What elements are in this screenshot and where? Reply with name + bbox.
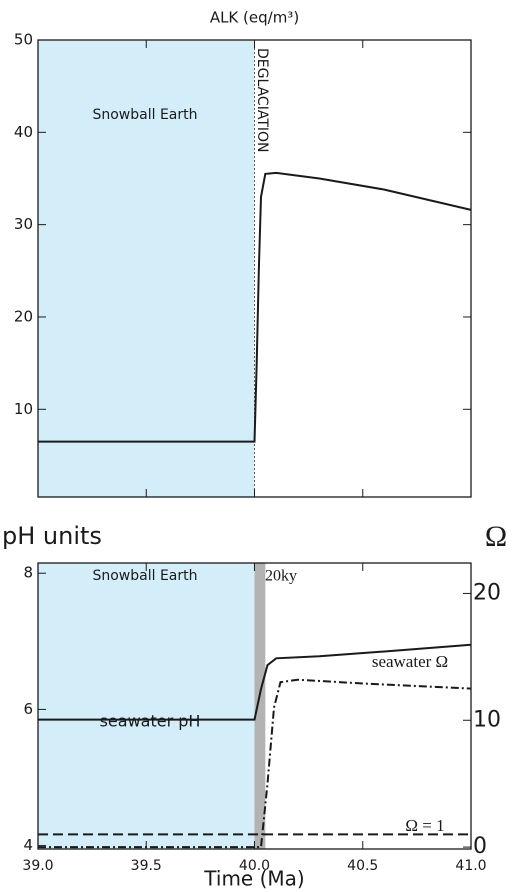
y-tick-label: 50 [14, 31, 33, 49]
y-tick-label: 6 [23, 700, 33, 718]
x-axis-label: Time (Ma) [203, 867, 304, 891]
x-tick-label: 39.0 [22, 858, 53, 874]
chart-title: ALK (eq/m³) [210, 9, 299, 27]
y2-tick-label: 10 [473, 707, 501, 732]
x-tick-label: 40.5 [347, 858, 378, 874]
shaded-region [38, 40, 255, 497]
annotation: Snowball Earth [92, 107, 197, 123]
y-tick-label: 30 [14, 215, 33, 233]
series-label: seawater Ω [372, 652, 448, 671]
y-axis-label: pH units [2, 522, 102, 550]
series-label: seawater pH [100, 712, 201, 731]
annotation: DEGLACIATION [254, 48, 270, 153]
annotation: Snowball Earth [92, 568, 197, 584]
series-line [38, 643, 472, 721]
y2-tick-label: 20 [473, 580, 501, 605]
x-tick-label: 39.5 [131, 858, 162, 874]
band [254, 563, 266, 849]
series-label: Ω = 1 [405, 816, 444, 835]
y-tick-label: 40 [14, 123, 33, 141]
annotation: 20ky [265, 568, 297, 585]
y2-tick-label: 0 [473, 834, 487, 859]
y-tick-label: 10 [14, 400, 33, 418]
y-tick-label: 4 [23, 836, 33, 854]
y-tick-label: 8 [23, 564, 33, 582]
x-tick-label: 41.0 [455, 858, 486, 874]
shaded-region [38, 563, 255, 849]
series-line [38, 171, 472, 443]
x-tick-label: 40.0 [239, 858, 270, 874]
y-tick-label: 20 [14, 307, 33, 325]
y2-axis-label: Ω [485, 520, 507, 553]
